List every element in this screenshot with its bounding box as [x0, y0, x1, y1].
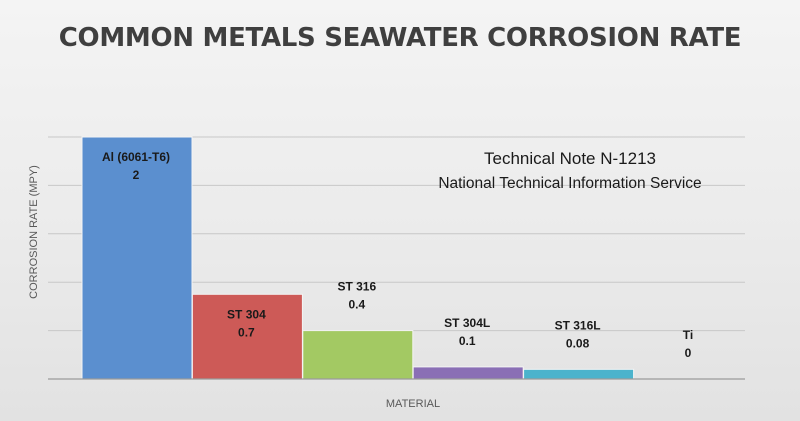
- bar-category-label-2: ST 316: [337, 280, 376, 294]
- bar-value-label-1: 0.7: [238, 325, 255, 339]
- annotation-technical-note: Technical Note N-1213: [484, 149, 656, 168]
- x-axis-title: MATERIAL: [386, 398, 440, 410]
- bar-4: [523, 368, 635, 380]
- annotation-publisher: National Technical Information Service: [438, 175, 701, 192]
- bar-value-label-0: 2: [133, 168, 140, 182]
- bar-value-label-2: 0.4: [348, 298, 365, 312]
- bar-category-label-4: ST 316L: [555, 318, 601, 332]
- bar-category-label-5: Ti: [683, 328, 693, 342]
- bar-value-label-3: 0.1: [459, 334, 476, 348]
- bar-category-label-3: ST 304L: [444, 316, 490, 330]
- bar-3: [412, 366, 524, 380]
- y-axis-title: CORROSION RATE (MPY): [28, 165, 40, 299]
- bar-0: [81, 136, 193, 380]
- bar-category-label-0: Al (6061-T6): [102, 150, 170, 164]
- bar-labels: Al (6061-T6) 2 ST 304 0.7 ST 316 0.4 ST 304L 0.…: [102, 150, 693, 360]
- bar-value-label-4: 0.08: [566, 336, 590, 350]
- bar-category-label-1: ST 304: [227, 307, 266, 321]
- bars: [81, 136, 635, 380]
- bar-2: [302, 330, 414, 380]
- chart-title: COMMON METALS SEAWATER CORROSION RATE: [59, 23, 741, 53]
- bar-value-label-5: 0: [685, 346, 692, 360]
